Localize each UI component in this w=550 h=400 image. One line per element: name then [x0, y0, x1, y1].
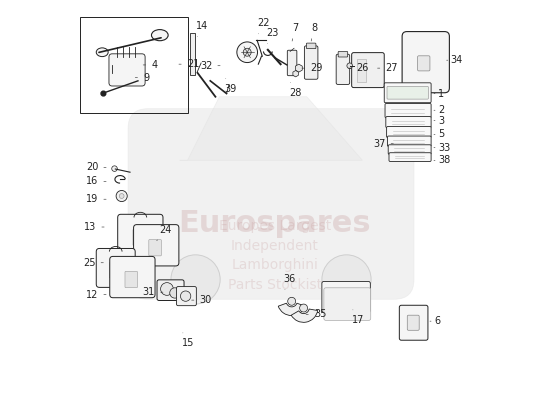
Text: 31: 31 — [143, 287, 163, 297]
Text: 15: 15 — [182, 333, 194, 348]
Bar — [190, 33, 195, 75]
Text: 32: 32 — [200, 61, 220, 71]
Text: 12: 12 — [86, 290, 106, 300]
Text: 37: 37 — [373, 138, 393, 148]
Text: 7: 7 — [292, 23, 298, 41]
Text: 28: 28 — [289, 82, 302, 98]
Text: 17: 17 — [351, 310, 364, 325]
Circle shape — [112, 166, 117, 171]
Text: 39: 39 — [224, 78, 237, 94]
Ellipse shape — [151, 30, 168, 41]
Text: 8: 8 — [311, 23, 317, 41]
FancyBboxPatch shape — [388, 145, 431, 154]
FancyBboxPatch shape — [157, 280, 184, 300]
Text: 29: 29 — [302, 63, 322, 73]
FancyBboxPatch shape — [389, 153, 431, 162]
Text: 35: 35 — [306, 310, 326, 319]
Text: 24: 24 — [157, 225, 172, 241]
Text: 1: 1 — [434, 88, 444, 98]
FancyBboxPatch shape — [351, 53, 384, 88]
Circle shape — [347, 63, 353, 68]
FancyBboxPatch shape — [387, 126, 431, 138]
FancyBboxPatch shape — [109, 262, 120, 278]
FancyBboxPatch shape — [402, 32, 449, 93]
Wedge shape — [291, 309, 318, 322]
Text: 16: 16 — [86, 176, 106, 186]
Circle shape — [116, 190, 127, 202]
Text: 6: 6 — [430, 316, 440, 326]
Text: 26: 26 — [349, 63, 369, 73]
Text: 13: 13 — [84, 222, 104, 232]
FancyBboxPatch shape — [387, 136, 431, 146]
Text: 30: 30 — [191, 295, 212, 305]
FancyBboxPatch shape — [118, 214, 163, 256]
FancyBboxPatch shape — [338, 52, 348, 57]
Text: 22: 22 — [257, 18, 270, 34]
FancyBboxPatch shape — [96, 248, 135, 287]
Text: 25: 25 — [83, 258, 103, 268]
Circle shape — [170, 288, 180, 298]
Text: Europes Largest
Independent
Lamborghini
Parts Stockist: Europes Largest Independent Lamborghini … — [219, 219, 331, 292]
Text: 9: 9 — [135, 73, 149, 83]
Text: Eurospares: Eurospares — [179, 209, 371, 238]
Text: 21: 21 — [179, 59, 199, 69]
Text: 34: 34 — [447, 55, 463, 65]
Circle shape — [161, 283, 173, 295]
Text: 38: 38 — [434, 155, 450, 165]
FancyBboxPatch shape — [149, 240, 161, 256]
FancyBboxPatch shape — [177, 286, 196, 306]
Circle shape — [322, 255, 371, 304]
Circle shape — [180, 291, 191, 301]
Text: 27: 27 — [377, 63, 398, 73]
FancyBboxPatch shape — [387, 86, 428, 99]
FancyBboxPatch shape — [407, 315, 419, 330]
FancyBboxPatch shape — [386, 116, 431, 128]
Polygon shape — [180, 97, 362, 160]
FancyBboxPatch shape — [385, 104, 431, 118]
Text: 33: 33 — [434, 142, 450, 152]
FancyBboxPatch shape — [133, 229, 145, 246]
Circle shape — [243, 48, 251, 56]
Text: 2: 2 — [434, 105, 444, 115]
FancyBboxPatch shape — [128, 109, 414, 299]
Circle shape — [101, 91, 106, 96]
FancyBboxPatch shape — [336, 54, 350, 84]
FancyBboxPatch shape — [110, 256, 155, 298]
FancyBboxPatch shape — [324, 288, 371, 320]
FancyBboxPatch shape — [399, 305, 428, 340]
Circle shape — [237, 42, 257, 62]
Text: 36: 36 — [284, 274, 296, 290]
FancyBboxPatch shape — [134, 225, 179, 266]
Text: 23: 23 — [266, 28, 279, 43]
Bar — [357, 58, 366, 82]
Ellipse shape — [96, 48, 108, 57]
Text: 20: 20 — [86, 162, 106, 172]
FancyBboxPatch shape — [322, 282, 370, 312]
Text: 14: 14 — [196, 21, 208, 37]
FancyBboxPatch shape — [304, 46, 318, 79]
FancyBboxPatch shape — [417, 56, 430, 71]
FancyBboxPatch shape — [287, 50, 297, 76]
Text: 3: 3 — [434, 116, 444, 126]
FancyBboxPatch shape — [306, 43, 316, 49]
FancyBboxPatch shape — [125, 271, 138, 288]
FancyBboxPatch shape — [384, 83, 431, 103]
Text: 19: 19 — [86, 194, 106, 204]
Text: 5: 5 — [434, 130, 444, 140]
Circle shape — [300, 304, 307, 312]
Circle shape — [119, 194, 124, 198]
Wedge shape — [278, 303, 305, 316]
Circle shape — [171, 255, 220, 304]
Text: 4: 4 — [143, 60, 157, 70]
FancyBboxPatch shape — [109, 54, 145, 86]
Circle shape — [288, 297, 296, 305]
